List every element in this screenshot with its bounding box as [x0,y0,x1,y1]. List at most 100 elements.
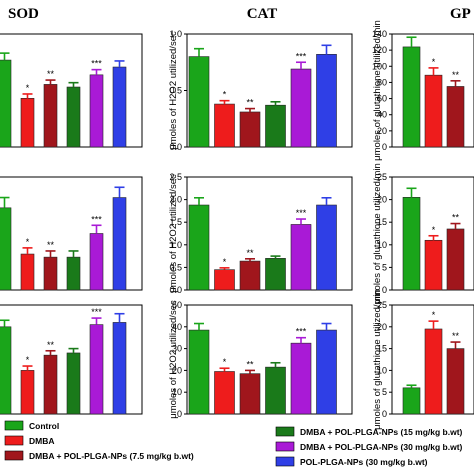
gpx-row-3-significance-2: * [432,310,436,320]
legend-swatch-5 [275,441,295,452]
cat-row-3-ytick-label: 20 [172,365,182,375]
cat-row-2-ytick-label: 2.0 [169,195,182,205]
cat-row-2-ytick-label: 0.0 [169,285,182,295]
gpx-row-1-ytick-label: 0 [382,142,387,152]
gpx-row-3-ytick-label: 5 [382,387,387,397]
cat-row-1-significance-3: ** [246,98,254,108]
cat-row-1-ylabel: μmoles of H2O2 utilized/sec [168,31,179,150]
cat-row-2-bar-3 [239,260,261,291]
sod-row-2-bar-3 [43,256,58,291]
cat-row-1-ytick-label: 0.5 [169,86,182,96]
legend-swatch-4 [275,426,295,437]
cat-row-3-ylabel: μmoles of H2O2 utilized/sec [168,300,179,419]
sod-row-3-significance-2: * [26,355,30,365]
gpx-row-2-bar-3 [446,228,465,291]
gpx-row-3-ytick-label: 25 [377,300,387,310]
sod-row-2-bar-5 [89,233,104,291]
sod-row-3-bar-6 [112,322,127,415]
gpx-row-3-ytick-label: 10 [377,365,387,375]
cat-row-3-significance-5: *** [296,327,307,337]
sod-row-3-bar-3 [43,354,58,415]
cat-row-3-significance-3: ** [246,359,254,369]
cat-row-3-bar-1 [188,329,210,415]
sod-row-1-bar-1 [0,59,12,148]
cat-row-2-bar-6 [316,204,337,291]
cat-row-3-bar-4 [265,366,286,415]
cat-row-2-ylabel: μmoles of H2O2 utilized/sec [168,174,179,293]
cat-row-2-bar-2 [214,269,235,291]
cat-row-1-bar-4 [265,104,286,148]
gpx-row-2-ytick-label: 10 [377,240,387,250]
cat-row-1-bar-3 [239,111,261,148]
cat-row-2-significance-5: *** [296,208,307,218]
gpx-row-1-bar-2 [424,74,443,148]
gpx-row-3-ylabel: μmoles of glutathione utilized/min [372,289,383,430]
gpx-row-3-significance-3: ** [452,331,460,341]
cat-row-1-bar-6 [316,54,337,148]
sod-row-1-bar-2 [20,98,35,148]
column-title-sod: SOD [8,6,39,22]
gpx-row-1-ytick-label: 120 [372,45,387,55]
cat-row-3-ytick-label: 40 [172,322,182,332]
gpx-row-3-bar-1 [402,387,421,415]
cat-row-2-significance-2: * [223,257,227,267]
cat-row-3-ytick-label: 30 [172,344,182,354]
gpx-row-3-ytick-label: 15 [377,344,387,354]
gpx-row-2-ytick-label: 5 [382,262,387,272]
sod-row-2-bar-2 [20,253,35,291]
sod-row-3-bar-5 [89,324,104,415]
gpx-row-1-ytick-label: 100 [372,61,387,71]
cat-row-1-ytick-label: 1.0 [169,29,182,39]
gpx-row-3-ytick-label: 20 [377,322,387,332]
cat-row-1-bar-2 [214,103,235,148]
gpx-row-3-bar-3 [446,348,465,415]
sod-row-1-bar-6 [112,66,127,148]
legend-label-1: Control [29,421,59,431]
cat-row-3-ytick-label: 50 [172,300,182,310]
sod-row-3-significance-3: ** [47,340,55,350]
gpx-row-2-ytick-label: 25 [377,172,387,182]
cat-row-2-ytick-label: 0.5 [169,262,182,272]
cat-row-3-bar-3 [239,373,261,415]
legend-label-2: DMBA [29,436,55,446]
sod-row-2-significance-2: * [26,237,30,247]
gpx-row-1-ytick-label: 60 [377,94,387,104]
sod-row-1-bar-5 [89,74,104,148]
sod-row-2-bar-6 [112,197,127,291]
gpx-row-3-bar-2 [424,328,443,415]
sod-row-2-significance-5: *** [91,214,102,224]
cat-row-3-bar-5 [290,342,312,415]
cat-row-1-ytick-label: 0.0 [169,142,182,152]
sod-row-1-significance-2: * [26,83,30,93]
sod-row-3-bar-4 [66,352,81,415]
sod-row-3-bar-2 [20,370,35,415]
column-title-gp: GP [450,6,471,22]
legend-label-4: DMBA + POL-PLGA-NPs (15 mg/kg b.wt) [300,427,463,437]
cat-row-3-ytick-label: 10 [172,387,182,397]
sod-row-1-significance-5: *** [91,59,102,69]
sod-row-1-bar-4 [66,86,81,148]
legend-label-5: DMBA + POL-PLGA-NPs (30 mg/kg b.wt) [300,442,463,452]
gpx-row-1-ytick-label: 20 [377,126,387,136]
cat-row-2-bar-5 [290,224,312,291]
gpx-row-3-ytick-label: 0 [382,409,387,419]
gpx-row-1-ytick-label: 140 [372,29,387,39]
gpx-row-1-ytick-label: 80 [377,77,387,87]
cat-row-1-significance-5: *** [296,51,307,61]
legend-swatch-1 [4,420,24,431]
sod-row-3-bar-1 [0,326,12,415]
cat-row-1-bar-1 [188,56,210,148]
cat-row-2-bar-4 [265,258,286,291]
legend-swatch-6 [275,456,295,467]
cat-row-2-ytick-label: 1.0 [169,240,182,250]
cat-row-2-significance-3: ** [246,248,254,258]
cat-row-3-ytick-label: 0 [177,409,182,419]
sod-row-3-significance-5: *** [91,307,102,317]
cat-row-1-bar-5 [290,68,312,148]
gpx-row-2-ytick-label: 20 [377,195,387,205]
cat-row-3-significance-2: * [223,357,227,367]
legend-swatch-2 [4,435,24,446]
gpx-row-2-ytick-label: 15 [377,217,387,227]
gpx-row-1-significance-3: ** [452,70,460,80]
gpx-row-2-ylabel: μmoles of glutathione utilized/min [372,163,383,304]
